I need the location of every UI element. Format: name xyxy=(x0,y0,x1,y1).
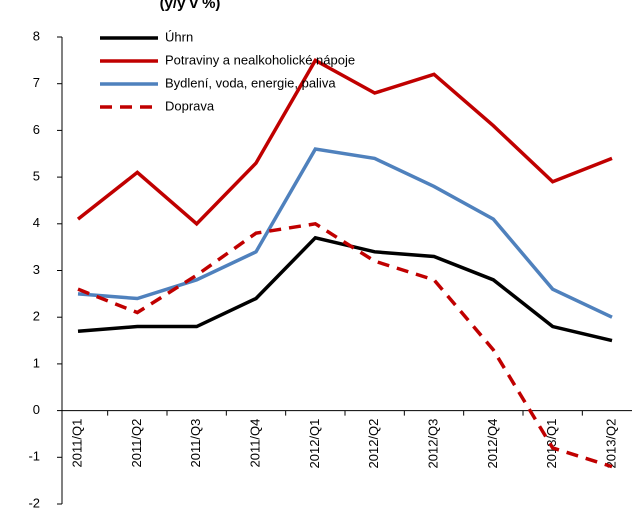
series-line xyxy=(77,235,613,343)
series-line xyxy=(76,57,613,227)
y-tick-label: 8 xyxy=(33,28,40,43)
x-tick-label: 2012/Q2 xyxy=(366,419,381,469)
x-tick-label: 2011/Q3 xyxy=(188,419,203,468)
y-tick-label: 6 xyxy=(33,122,40,137)
series-line xyxy=(77,221,613,469)
x-tick-label: 2012/Q4 xyxy=(485,419,500,469)
y-tick-label: -2 xyxy=(28,495,40,510)
series-line xyxy=(77,147,613,319)
x-tick-label: 2012/Q3 xyxy=(425,419,440,469)
x-tick-label: 2011/Q2 xyxy=(129,419,144,468)
legend-label: Úhrn xyxy=(165,29,193,44)
x-tick-label: 2011/Q4 xyxy=(247,419,262,468)
y-tick-label: -1 xyxy=(28,449,40,464)
y-tick-label: 7 xyxy=(33,75,40,90)
y-tick-label: 3 xyxy=(33,262,40,277)
y-tick-label: 2 xyxy=(33,309,40,324)
legend-label: Doprava xyxy=(165,98,215,113)
x-tick-label: 2013/Q2 xyxy=(603,419,618,469)
y-tick-label: 1 xyxy=(33,355,40,370)
x-tick-label: 2012/Q1 xyxy=(307,419,322,469)
y-tick-label: 0 xyxy=(33,402,40,417)
y-tick-label: 4 xyxy=(33,215,40,230)
legend-label: Potraviny a nealkoholické nápoje xyxy=(165,52,355,67)
chart-title: (y/y v %) xyxy=(160,0,221,12)
legend-label: Bydlení, voda, energie, paliva xyxy=(165,75,336,90)
x-tick-label: 2011/Q1 xyxy=(69,419,84,468)
y-tick-label: 5 xyxy=(33,169,40,184)
